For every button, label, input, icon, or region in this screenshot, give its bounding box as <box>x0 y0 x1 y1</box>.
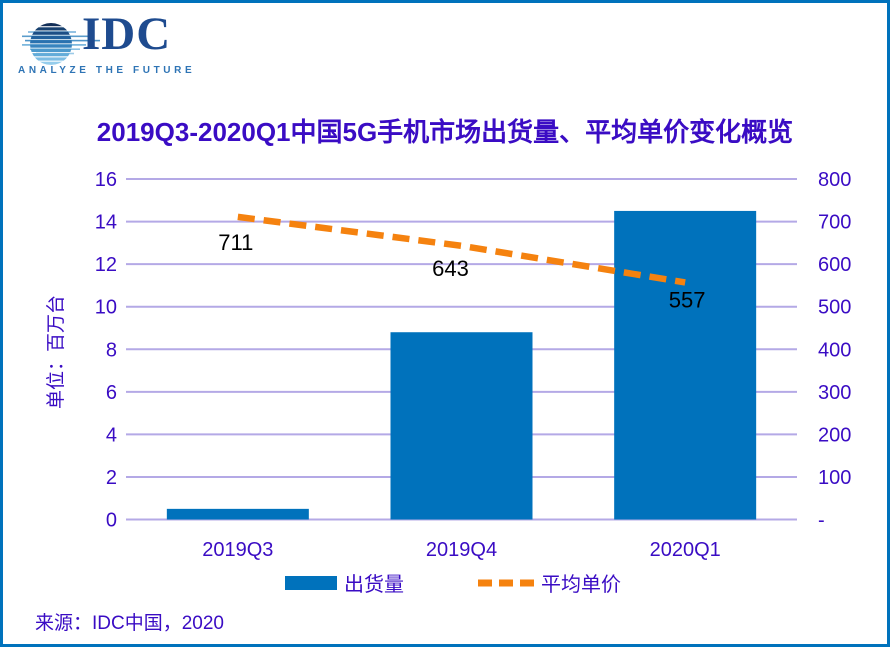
shipments-legend-label: 出货量 <box>344 574 404 596</box>
right-axis-tick: 100 <box>818 467 851 489</box>
left-axis-tick: 0 <box>106 510 117 532</box>
avg-price-line <box>237 213 686 286</box>
right-axis-tick: 700 <box>818 212 851 234</box>
chart-legend: 出货量 平均单价 <box>285 568 621 597</box>
left-axis-tick: 12 <box>95 254 117 276</box>
left-axis-tick: 14 <box>95 212 117 234</box>
left-axis-tick: 4 <box>106 424 117 446</box>
bar-2020Q1 <box>614 210 757 520</box>
legend-item-shipments: 出货量 <box>285 568 404 597</box>
shipments-swatch-icon <box>285 575 337 590</box>
left-axis-tick: 10 <box>95 297 117 319</box>
globe-stripes <box>30 23 72 65</box>
avg-price-legend-label: 平均单价 <box>541 574 621 596</box>
right-axis-tick: - <box>818 510 825 532</box>
data-label-557: 557 <box>669 287 706 312</box>
chart-title: 2019Q3-2020Q1中国5G手机市场出货量、平均单价变化概览 <box>96 117 794 147</box>
idc-globe-icon <box>22 23 100 65</box>
right-axis-tick: 500 <box>818 297 851 319</box>
x-axis-label-2019Q4: 2019Q4 <box>426 539 497 561</box>
idc-logo: IDC ANALYZE THE FUTURE <box>16 8 236 84</box>
right-axis-tick: 800 <box>818 169 851 191</box>
idc-logo-text: IDC <box>82 8 172 60</box>
right-axis-tick: 300 <box>818 382 851 404</box>
avg-price-dash-icon <box>478 579 534 586</box>
left-axis-tick: 2 <box>106 467 117 489</box>
x-axis-label-2020Q1: 2020Q1 <box>650 539 721 561</box>
right-axis-tick: 200 <box>818 424 851 446</box>
right-axis-tick: 400 <box>818 339 851 361</box>
left-axis-tick: 16 <box>95 169 117 191</box>
legend-item-avg-price: 平均单价 <box>478 568 621 597</box>
data-label-711: 711 <box>218 230 253 255</box>
left-axis-title: 单位：百万台 <box>45 295 67 409</box>
left-axis-tick: 6 <box>106 382 117 404</box>
bar-2019Q4 <box>390 332 533 520</box>
right-axis-tick: 600 <box>818 254 851 276</box>
x-axis-label-2019Q3: 2019Q3 <box>202 539 273 561</box>
bar-2019Q3 <box>166 508 309 520</box>
idc-tagline: ANALYZE THE FUTURE <box>18 65 196 76</box>
data-label-643: 643 <box>432 256 469 281</box>
left-axis-tick: 8 <box>106 339 117 361</box>
source-note: 来源：IDC中国，2020 <box>35 613 224 634</box>
